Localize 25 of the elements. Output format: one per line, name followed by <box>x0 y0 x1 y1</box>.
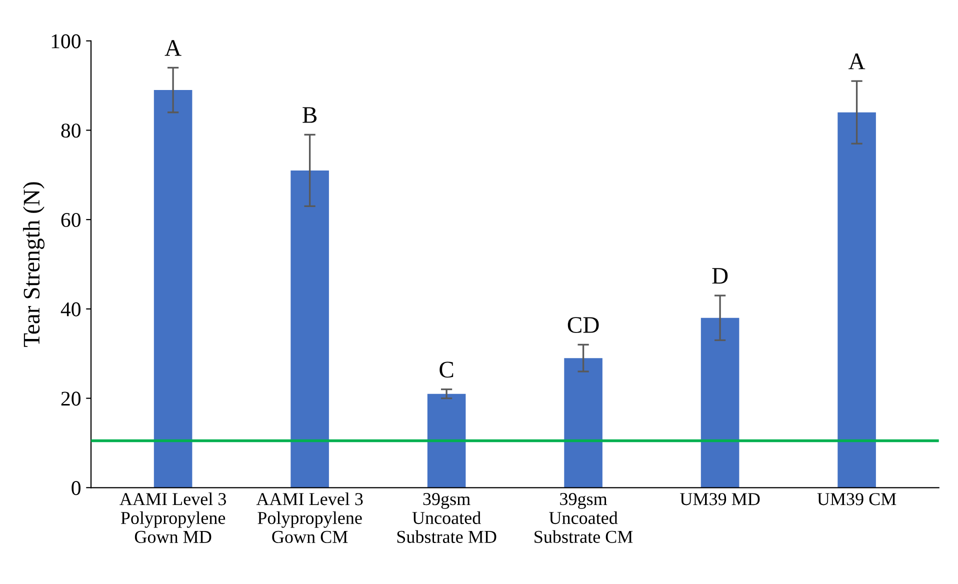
x-tick-label: AAMI Level 3 Polypropylene Gown MD <box>120 492 226 544</box>
annotation: A <box>848 54 866 70</box>
y-tick-label: 60 <box>61 212 80 228</box>
y-tick-label: 40 <box>60 302 80 316</box>
annotation: B <box>302 107 317 123</box>
bar <box>427 394 466 488</box>
annotation: D <box>712 268 728 284</box>
x-tick-label: AAMI Level 3 Polypropylene Gown CM <box>256 492 363 544</box>
bar <box>154 90 192 488</box>
annotation: CD <box>568 317 599 333</box>
annotation: A <box>164 40 182 56</box>
y-tick-label: 0 <box>72 481 80 496</box>
bar <box>838 112 876 488</box>
bar <box>290 170 329 488</box>
x-tick-label: 39gsm Uncoated Substrate CM <box>534 493 633 543</box>
annotation: C <box>440 362 454 378</box>
x-tick-label: UM39 CM <box>817 493 896 506</box>
x-tick-label: 39gsm Uncoated Substrate MD <box>397 493 496 543</box>
bar <box>564 358 602 488</box>
y-axis-title: Tear Strength (N) <box>23 182 44 347</box>
y-tick-label: 20 <box>61 392 80 406</box>
bar <box>700 318 740 488</box>
y-tick-label: 100 <box>52 34 80 48</box>
x-tick-label: UM39 MD <box>680 493 760 506</box>
y-tick-label: 80 <box>61 124 80 138</box>
